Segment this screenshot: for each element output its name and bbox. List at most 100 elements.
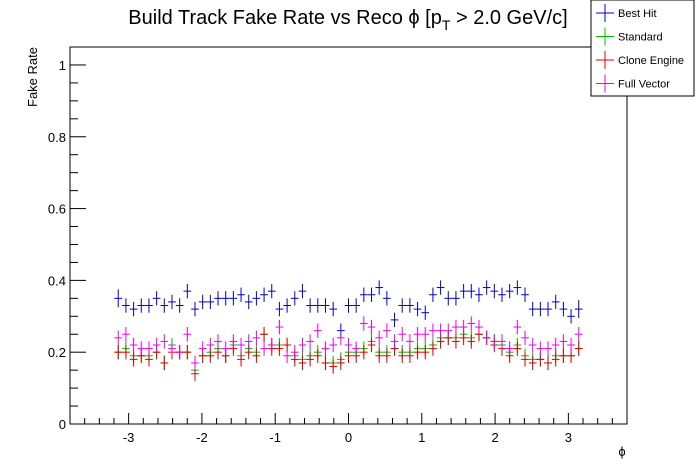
data-point bbox=[298, 283, 307, 299]
data-point bbox=[306, 298, 314, 313]
x-tick-label: -2 bbox=[196, 430, 208, 445]
data-point bbox=[260, 327, 268, 342]
data-point bbox=[521, 352, 529, 367]
data-point bbox=[459, 283, 468, 299]
data-point bbox=[375, 330, 384, 346]
data-point bbox=[336, 355, 345, 371]
data-point bbox=[398, 348, 407, 363]
data-point bbox=[344, 337, 353, 353]
data-point bbox=[375, 280, 384, 295]
data-point bbox=[521, 330, 529, 346]
data-point bbox=[183, 327, 192, 342]
x-tick-label: 1 bbox=[418, 430, 425, 445]
data-point bbox=[122, 345, 130, 360]
data-point bbox=[145, 341, 153, 356]
data-point bbox=[513, 280, 522, 295]
data-point bbox=[306, 352, 314, 367]
data-point bbox=[306, 334, 314, 349]
x-tick-label: -3 bbox=[123, 430, 135, 445]
data-point bbox=[229, 291, 238, 306]
data-point bbox=[206, 294, 215, 310]
data-point bbox=[360, 287, 368, 302]
data-point bbox=[221, 341, 230, 356]
series-clone-engine bbox=[114, 327, 583, 381]
data-point bbox=[482, 280, 491, 295]
data-point bbox=[551, 294, 560, 310]
data-point bbox=[574, 300, 583, 319]
data-point bbox=[275, 319, 284, 335]
data-point bbox=[129, 337, 138, 353]
data-point bbox=[175, 345, 184, 360]
legend-label: Best Hit bbox=[618, 8, 657, 20]
x-tick-label: -1 bbox=[269, 430, 281, 445]
data-point bbox=[559, 348, 568, 363]
y-tick-label: 0 bbox=[59, 417, 66, 432]
data-point bbox=[536, 341, 545, 356]
data-point bbox=[436, 280, 445, 295]
data-point bbox=[398, 298, 407, 313]
data-point bbox=[567, 337, 575, 353]
y-tick-label: 0.8 bbox=[48, 130, 66, 145]
data-point bbox=[444, 291, 453, 306]
data-point bbox=[375, 348, 384, 363]
legend-entry: Clone Engine bbox=[596, 51, 684, 69]
series-full-vector bbox=[114, 316, 583, 371]
data-point bbox=[214, 291, 222, 306]
data-point bbox=[283, 298, 291, 313]
data-point bbox=[168, 294, 176, 310]
data-point bbox=[237, 337, 245, 353]
data-point bbox=[452, 334, 460, 349]
data-point bbox=[559, 334, 568, 349]
data-point bbox=[528, 355, 537, 371]
data-point bbox=[406, 298, 414, 313]
chart-title-rest: > 2.0 GeV/c] bbox=[450, 7, 567, 29]
chart-title-sub: T bbox=[442, 17, 451, 33]
data-point bbox=[298, 337, 307, 353]
data-point bbox=[452, 291, 460, 306]
data-point bbox=[490, 283, 499, 299]
data-point bbox=[367, 319, 376, 335]
data-point bbox=[206, 337, 215, 353]
data-point bbox=[275, 341, 284, 356]
y-tick-label: 1 bbox=[59, 58, 66, 73]
data-point bbox=[475, 287, 483, 302]
data-point bbox=[467, 283, 476, 299]
data-point bbox=[168, 341, 176, 356]
legend: Best Hit Standard Clone Engine Full Vector bbox=[590, 0, 695, 97]
data-point bbox=[383, 348, 391, 363]
data-point bbox=[267, 283, 276, 299]
legend-label: Standard bbox=[618, 32, 663, 44]
y-tick-label: 0.2 bbox=[48, 345, 66, 360]
data-point bbox=[482, 330, 491, 346]
data-point bbox=[536, 301, 545, 317]
data-point bbox=[313, 348, 322, 363]
data-point bbox=[290, 291, 299, 306]
data-point bbox=[275, 301, 284, 317]
data-point bbox=[574, 341, 583, 356]
legend-entries: Best Hit Standard Clone Engine Full Vector bbox=[596, 4, 684, 93]
data-point bbox=[321, 341, 330, 356]
data-point bbox=[137, 298, 146, 313]
data-point bbox=[544, 301, 552, 317]
data-point bbox=[152, 291, 161, 306]
data-point bbox=[344, 298, 353, 313]
legend-entry: Best Hit bbox=[596, 4, 657, 22]
y-axis-label: Fake Rate bbox=[25, 47, 40, 107]
data-point bbox=[421, 345, 430, 360]
data-point bbox=[544, 341, 552, 356]
legend-box bbox=[590, 0, 695, 97]
y-tick-label: 0.6 bbox=[48, 202, 66, 217]
data-point bbox=[406, 348, 414, 363]
data-point bbox=[459, 319, 468, 335]
data-point bbox=[336, 330, 345, 346]
data-point bbox=[313, 323, 322, 338]
data-marks bbox=[114, 280, 583, 381]
data-point bbox=[175, 298, 184, 313]
legend-entry: Full Vector bbox=[596, 74, 670, 93]
data-point bbox=[490, 334, 499, 349]
data-point bbox=[505, 341, 514, 356]
data-point bbox=[221, 291, 230, 306]
data-point bbox=[122, 327, 130, 342]
data-point bbox=[252, 348, 261, 363]
data-point bbox=[260, 287, 268, 302]
